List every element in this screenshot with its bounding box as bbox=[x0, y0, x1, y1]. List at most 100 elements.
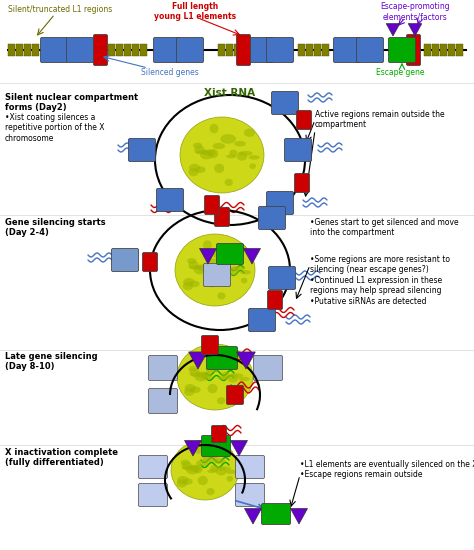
Bar bbox=[298, 44, 305, 56]
FancyBboxPatch shape bbox=[262, 503, 291, 525]
Ellipse shape bbox=[226, 155, 236, 158]
FancyBboxPatch shape bbox=[148, 388, 177, 414]
Ellipse shape bbox=[240, 270, 251, 274]
Polygon shape bbox=[244, 249, 261, 264]
Ellipse shape bbox=[222, 265, 230, 272]
FancyBboxPatch shape bbox=[266, 37, 293, 63]
Ellipse shape bbox=[217, 292, 226, 300]
Ellipse shape bbox=[177, 476, 189, 484]
Bar bbox=[108, 44, 115, 56]
FancyBboxPatch shape bbox=[156, 189, 183, 212]
FancyBboxPatch shape bbox=[236, 483, 264, 507]
FancyBboxPatch shape bbox=[203, 263, 230, 287]
Text: Gene silencing starts
(Day 2-4): Gene silencing starts (Day 2-4) bbox=[5, 218, 106, 238]
Bar bbox=[432, 44, 439, 56]
Ellipse shape bbox=[220, 134, 236, 144]
FancyBboxPatch shape bbox=[215, 207, 229, 227]
Ellipse shape bbox=[188, 168, 199, 176]
Ellipse shape bbox=[202, 149, 216, 156]
Ellipse shape bbox=[182, 466, 197, 470]
FancyBboxPatch shape bbox=[254, 355, 283, 381]
Ellipse shape bbox=[217, 466, 231, 471]
Ellipse shape bbox=[226, 256, 238, 262]
Bar bbox=[226, 44, 233, 56]
Bar bbox=[116, 44, 123, 56]
Polygon shape bbox=[184, 441, 201, 456]
FancyBboxPatch shape bbox=[66, 37, 93, 63]
Ellipse shape bbox=[188, 261, 199, 270]
Polygon shape bbox=[189, 352, 207, 369]
FancyBboxPatch shape bbox=[356, 37, 383, 63]
Text: Late gene silencing
(Day 8-10): Late gene silencing (Day 8-10) bbox=[5, 352, 98, 371]
Ellipse shape bbox=[195, 167, 206, 173]
Ellipse shape bbox=[193, 464, 203, 474]
Text: Escape-promoting
elements/factors: Escape-promoting elements/factors bbox=[380, 2, 450, 21]
Text: Full length
young L1 elements: Full length young L1 elements bbox=[154, 2, 236, 21]
Ellipse shape bbox=[177, 344, 253, 410]
FancyBboxPatch shape bbox=[207, 346, 237, 370]
Ellipse shape bbox=[194, 146, 205, 154]
Polygon shape bbox=[237, 352, 255, 369]
FancyBboxPatch shape bbox=[40, 37, 67, 63]
Ellipse shape bbox=[213, 358, 228, 368]
Ellipse shape bbox=[183, 278, 194, 286]
FancyBboxPatch shape bbox=[138, 483, 167, 507]
Bar bbox=[314, 44, 321, 56]
Polygon shape bbox=[200, 249, 217, 264]
Bar bbox=[140, 44, 147, 56]
FancyBboxPatch shape bbox=[236, 455, 264, 478]
Ellipse shape bbox=[234, 141, 246, 146]
Ellipse shape bbox=[190, 368, 200, 377]
Polygon shape bbox=[408, 24, 422, 36]
Ellipse shape bbox=[234, 354, 246, 362]
Ellipse shape bbox=[202, 453, 218, 462]
Ellipse shape bbox=[214, 458, 226, 464]
Ellipse shape bbox=[206, 488, 215, 495]
Bar bbox=[218, 44, 225, 56]
Bar bbox=[234, 44, 241, 56]
FancyBboxPatch shape bbox=[334, 37, 361, 63]
FancyBboxPatch shape bbox=[268, 267, 295, 289]
Bar bbox=[24, 44, 31, 56]
FancyBboxPatch shape bbox=[227, 386, 244, 404]
Bar bbox=[132, 44, 139, 56]
Ellipse shape bbox=[190, 280, 200, 287]
Ellipse shape bbox=[210, 124, 219, 133]
Text: Silenced genes: Silenced genes bbox=[141, 68, 199, 77]
Text: Silent nuclear compartment
forms (Day2): Silent nuclear compartment forms (Day2) bbox=[5, 93, 138, 112]
Ellipse shape bbox=[230, 266, 245, 271]
Ellipse shape bbox=[182, 282, 193, 290]
Ellipse shape bbox=[241, 278, 247, 283]
FancyBboxPatch shape bbox=[248, 309, 275, 332]
Ellipse shape bbox=[249, 163, 256, 169]
Ellipse shape bbox=[207, 278, 218, 287]
FancyBboxPatch shape bbox=[176, 37, 203, 63]
Ellipse shape bbox=[193, 142, 202, 149]
FancyBboxPatch shape bbox=[128, 139, 155, 162]
Text: Escape gene: Escape gene bbox=[376, 68, 424, 77]
Ellipse shape bbox=[213, 250, 229, 260]
FancyBboxPatch shape bbox=[201, 336, 219, 355]
Ellipse shape bbox=[239, 384, 246, 389]
FancyBboxPatch shape bbox=[211, 426, 227, 443]
Ellipse shape bbox=[214, 163, 224, 173]
Ellipse shape bbox=[181, 460, 190, 465]
Polygon shape bbox=[230, 441, 247, 456]
Ellipse shape bbox=[237, 152, 247, 161]
Ellipse shape bbox=[203, 349, 212, 359]
FancyBboxPatch shape bbox=[294, 173, 310, 192]
Bar bbox=[16, 44, 23, 56]
Ellipse shape bbox=[221, 372, 229, 379]
Text: Active regions remain outside the
compartment: Active regions remain outside the compar… bbox=[315, 110, 445, 129]
Text: •L1 elements are eventually silenced on the Xi
•Escape regions remain outside: •L1 elements are eventually silenced on … bbox=[300, 460, 474, 480]
Ellipse shape bbox=[175, 234, 255, 306]
Polygon shape bbox=[245, 509, 262, 524]
Ellipse shape bbox=[186, 466, 199, 475]
Ellipse shape bbox=[209, 149, 218, 158]
Text: Xist RNA: Xist RNA bbox=[204, 88, 255, 98]
Bar bbox=[8, 44, 15, 56]
FancyBboxPatch shape bbox=[138, 455, 167, 478]
Ellipse shape bbox=[229, 373, 243, 378]
Ellipse shape bbox=[218, 376, 228, 380]
Ellipse shape bbox=[177, 479, 187, 488]
